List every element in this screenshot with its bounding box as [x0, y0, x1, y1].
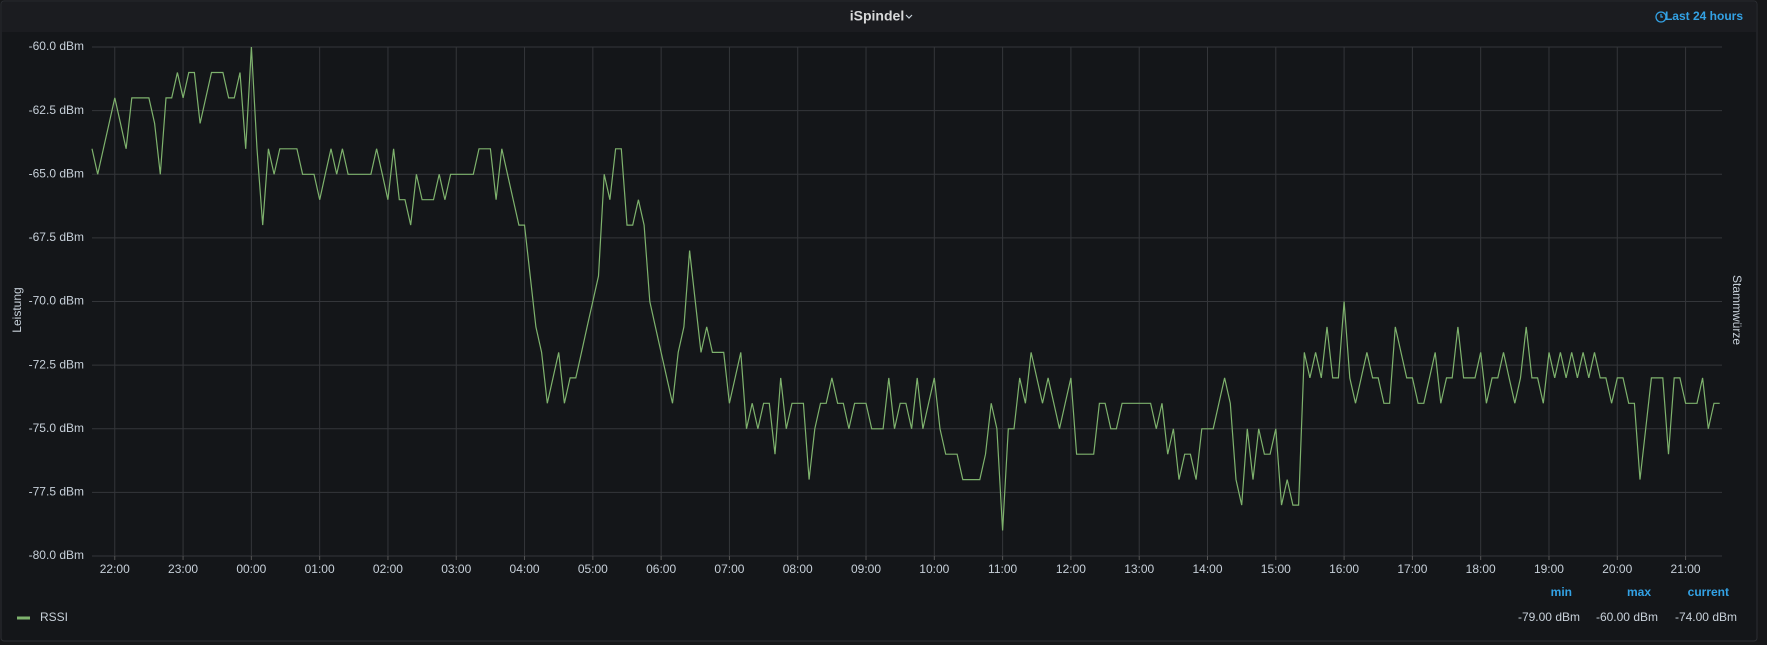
y-tick-label: -60.0 dBm: [29, 39, 84, 53]
y-tick-label: -75.0 dBm: [29, 421, 84, 435]
legend-stat-value: -74.00 dBm: [1675, 610, 1737, 624]
x-tick-label: 13:00: [1124, 562, 1154, 576]
title-chevron[interactable]: [905, 14, 913, 19]
legend-stat-value: -79.00 dBm: [1518, 610, 1580, 624]
x-tick-label: 07:00: [714, 562, 744, 576]
x-tick-label: 11:00: [988, 562, 1017, 576]
y-tick-label: -77.5 dBm: [29, 485, 84, 499]
x-tick-label: 15:00: [1261, 562, 1291, 576]
panel-title[interactable]: iSpindel: [850, 8, 904, 24]
x-tick-label: 03:00: [441, 562, 471, 576]
x-tick-label: 14:00: [1192, 562, 1222, 576]
x-tick-label: 20:00: [1602, 562, 1632, 576]
x-tick-label: 22:00: [100, 562, 130, 576]
x-tick-label: 16:00: [1329, 562, 1359, 576]
x-tick-label: 23:00: [168, 562, 198, 576]
x-tick-label: 12:00: [1056, 562, 1086, 576]
y-tick-label: -65.0 dBm: [29, 166, 84, 180]
x-tick-label: 06:00: [646, 562, 676, 576]
panel-header: [2, 2, 1756, 32]
clock-hands[interactable]: [1660, 14, 1663, 18]
time-range[interactable]: Last 24 hours: [1665, 9, 1743, 23]
x-tick-label: 04:00: [510, 562, 540, 576]
series-line: [91, 46, 1720, 531]
x-tick-label: 09:00: [851, 562, 881, 576]
y-tick-label: -67.5 dBm: [29, 230, 84, 244]
x-tick-label: 21:00: [1671, 562, 1701, 576]
x-tick-label: 17:00: [1397, 562, 1427, 576]
x-tick-label: 02:00: [373, 562, 403, 576]
x-tick-label: 10:00: [919, 562, 949, 576]
x-tick-label: 19:00: [1534, 562, 1564, 576]
x-tick-label: 08:00: [783, 562, 813, 576]
y2-axis-label: Stammwürze: [1730, 275, 1744, 345]
y-tick-label: -62.5 dBm: [29, 103, 84, 117]
legend-column-header: min: [1551, 585, 1572, 599]
y-tick-label: -70.0 dBm: [29, 294, 84, 308]
legend-column-header: current: [1688, 585, 1729, 599]
x-tick-label: 00:00: [236, 562, 266, 576]
y-tick-label: -72.5 dBm: [29, 357, 84, 371]
x-tick-label: 01:00: [305, 562, 335, 576]
legend-label[interactable]: RSSI: [40, 610, 68, 624]
legend-column-header: max: [1627, 585, 1651, 599]
clock-icon[interactable]: [1655, 11, 1667, 23]
x-tick-label: 18:00: [1466, 562, 1496, 576]
x-tick-label: 05:00: [578, 562, 608, 576]
y-tick-label: -80.0 dBm: [29, 548, 84, 562]
legend-stat-value: -60.00 dBm: [1596, 610, 1658, 624]
y-axis-label: Leistung: [10, 287, 24, 332]
